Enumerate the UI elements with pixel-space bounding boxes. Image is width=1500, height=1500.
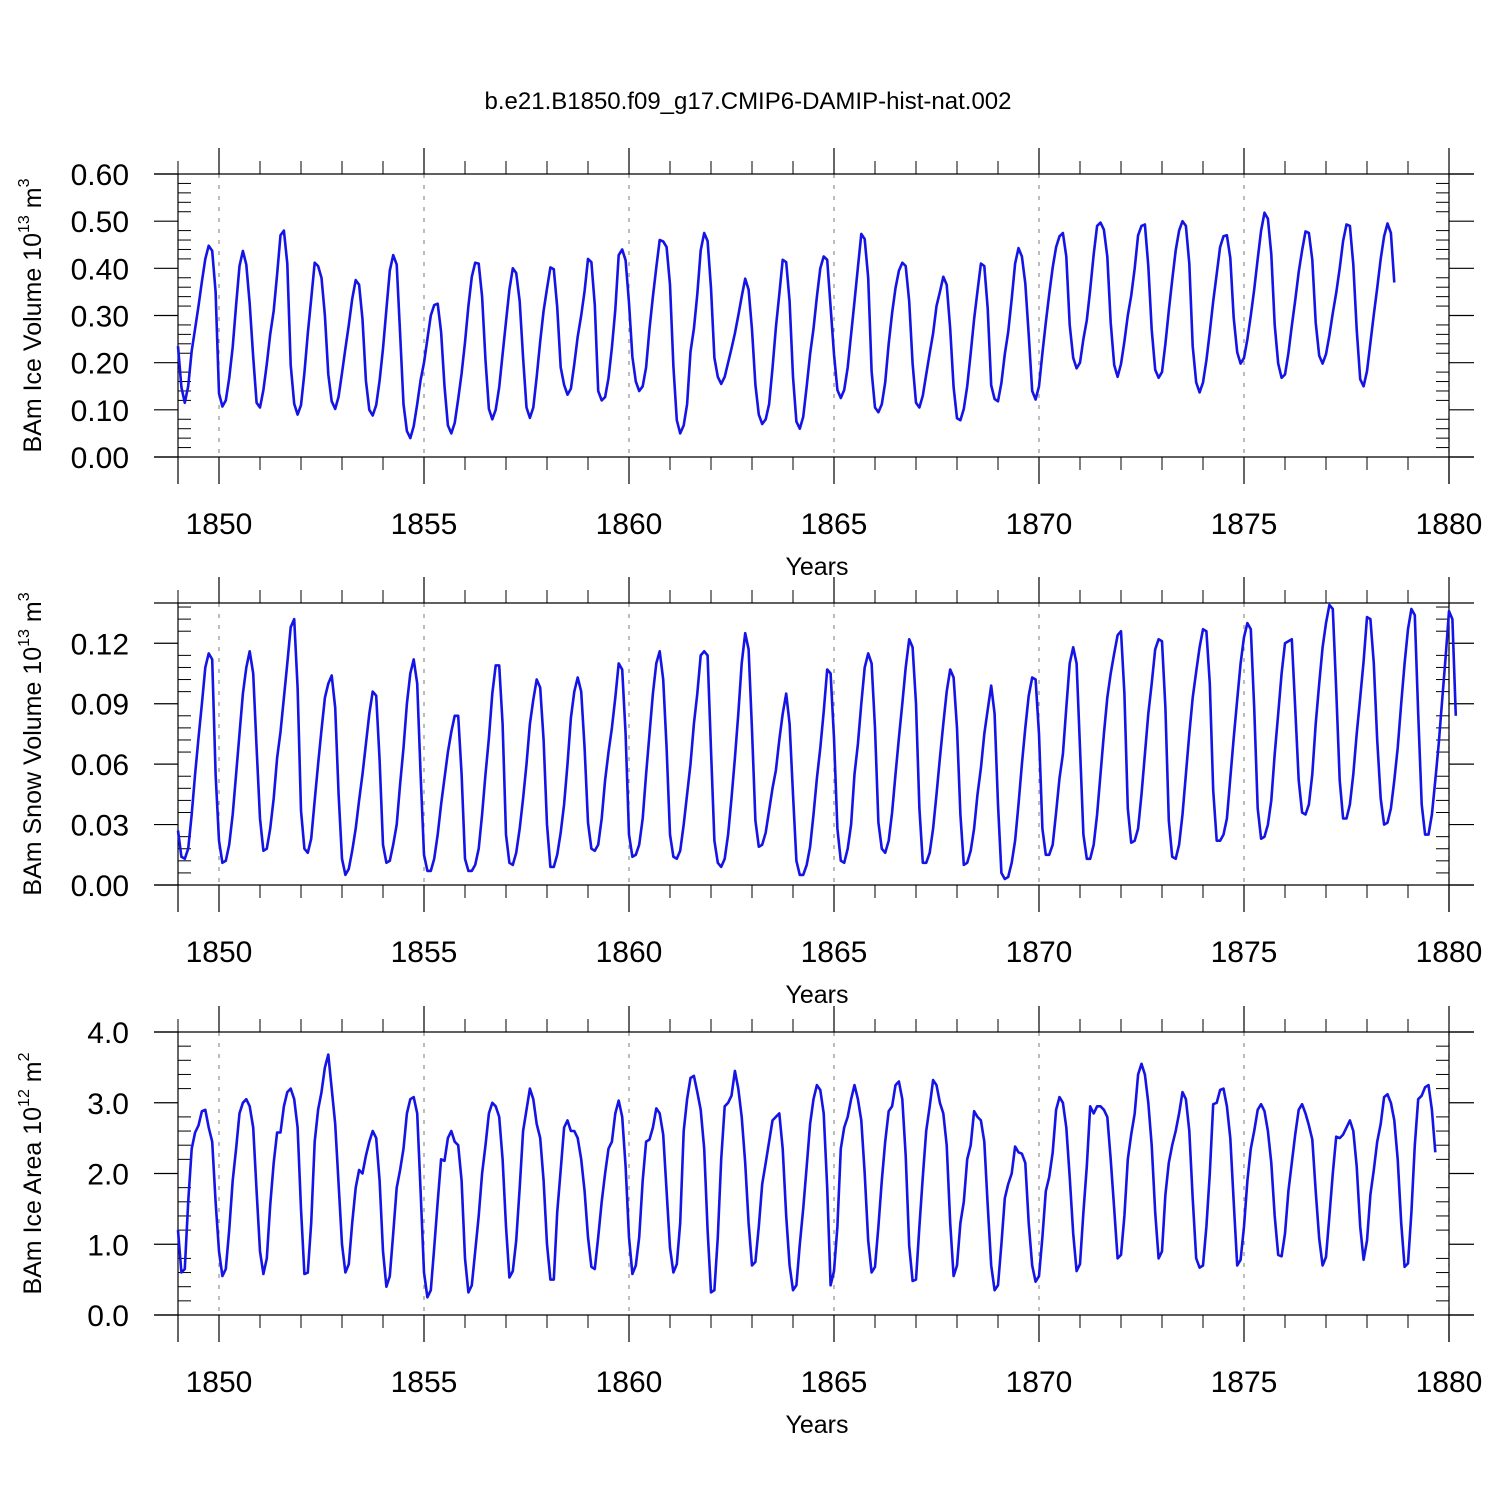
x-tick-label: 1860 <box>596 936 663 969</box>
x-tick-label: 1855 <box>391 1366 458 1399</box>
series-line-1 <box>176 211 1396 440</box>
y-axis-label: BAm Ice Area 1012 m2 <box>16 1052 47 1294</box>
y-tick-label: 0.10 <box>71 395 129 428</box>
chart-panel-1: 0.00 0.10 0.20 0.30 0.40 0.50 0.60 1850 1855 1860… <box>16 148 1482 581</box>
y-axis-label-part: m <box>19 601 47 629</box>
x-tick-label: 1880 <box>1416 1366 1483 1399</box>
chart-panel-2: 0.00 0.03 0.06 0.09 0.12 1850 1855 1860 1865 1870… <box>16 577 1482 1009</box>
x-tick-label: 1870 <box>1006 508 1073 541</box>
x-axis-label: Years <box>785 1411 848 1439</box>
x-tick-label: 1875 <box>1211 1366 1278 1399</box>
x-tick-label: 1850 <box>186 508 253 541</box>
y-tick-label: 0.03 <box>71 810 129 843</box>
y-tick-label: 3.0 <box>87 1088 129 1121</box>
y-axis-label-part: BAm Ice Area 10 <box>19 1107 47 1295</box>
y-axis-label-superscript: 13 <box>16 629 33 647</box>
x-tick-label: 1875 <box>1211 508 1278 541</box>
x-tick-label: 1855 <box>391 508 458 541</box>
x-tick-label: 1880 <box>1416 508 1483 541</box>
y-axis-label: BAm Ice Volume 1013 m3 <box>16 178 47 452</box>
y-tick-label: 0.50 <box>71 206 129 239</box>
y-tick-label: 2.0 <box>87 1159 129 1192</box>
x-tick-label: 1860 <box>596 1366 663 1399</box>
x-tick-label: 1855 <box>391 936 458 969</box>
y-tick-label: 0.60 <box>71 159 129 192</box>
y-tick-label: 0.00 <box>71 442 129 475</box>
y-tick-label: 0.09 <box>71 689 129 722</box>
x-axis-label: Years <box>785 981 848 1009</box>
y-axis-label-superscript: 12 <box>16 1089 33 1107</box>
y-axis-label-superscript: 3 <box>16 592 33 601</box>
y-axis-label-part: BAm Snow Volume 10 <box>19 647 47 896</box>
x-tick-label: 1850 <box>186 936 253 969</box>
series-line-1 <box>176 1053 1437 1299</box>
y-axis-label-superscript: 3 <box>16 178 33 187</box>
chart-panels: 0.00 0.10 0.20 0.30 0.40 0.50 0.60 1850 1855 1860… <box>16 148 1482 1439</box>
y-tick-label: 0.06 <box>71 749 129 782</box>
y-axis-label-superscript: 2 <box>16 1052 33 1061</box>
y-axis-label-part: m <box>19 187 47 215</box>
y-tick-label: 0.20 <box>71 348 129 381</box>
y-tick-label: 0.40 <box>71 253 129 286</box>
x-tick-label: 1870 <box>1006 1366 1073 1399</box>
x-tick-label: 1870 <box>1006 936 1073 969</box>
x-tick-label: 1880 <box>1416 936 1483 969</box>
y-axis-label-part: m <box>19 1061 47 1089</box>
y-axis-label-superscript: 13 <box>16 215 33 233</box>
y-tick-label: 1.0 <box>87 1229 129 1262</box>
y-tick-label: 0.0 <box>87 1300 129 1333</box>
x-tick-label: 1850 <box>186 1366 253 1399</box>
y-tick-label: 0.12 <box>71 628 129 661</box>
y-tick-label: 0.00 <box>71 870 129 903</box>
chart-panel-3: 0.0 1.0 2.0 3.0 4.0 1850 1855 1860 1865 1870 1875 1… <box>16 1006 1482 1439</box>
y-axis-label: BAm Snow Volume 1013 m3 <box>16 592 47 895</box>
y-tick-label: 4.0 <box>87 1017 129 1050</box>
x-axis-label: Years <box>785 553 848 581</box>
x-tick-label: 1865 <box>801 508 868 541</box>
x-tick-label: 1865 <box>801 936 868 969</box>
y-axis-label-part: BAm Ice Volume 10 <box>19 233 47 453</box>
series-line-1 <box>176 603 1458 881</box>
x-tick-label: 1860 <box>596 508 663 541</box>
x-tick-label: 1865 <box>801 1366 868 1399</box>
x-tick-label: 1875 <box>1211 936 1278 969</box>
figure-title: b.e21.B1850.f09_g17.CMIP6-DAMIP-hist-nat… <box>485 88 1012 115</box>
y-tick-label: 0.30 <box>71 301 129 334</box>
